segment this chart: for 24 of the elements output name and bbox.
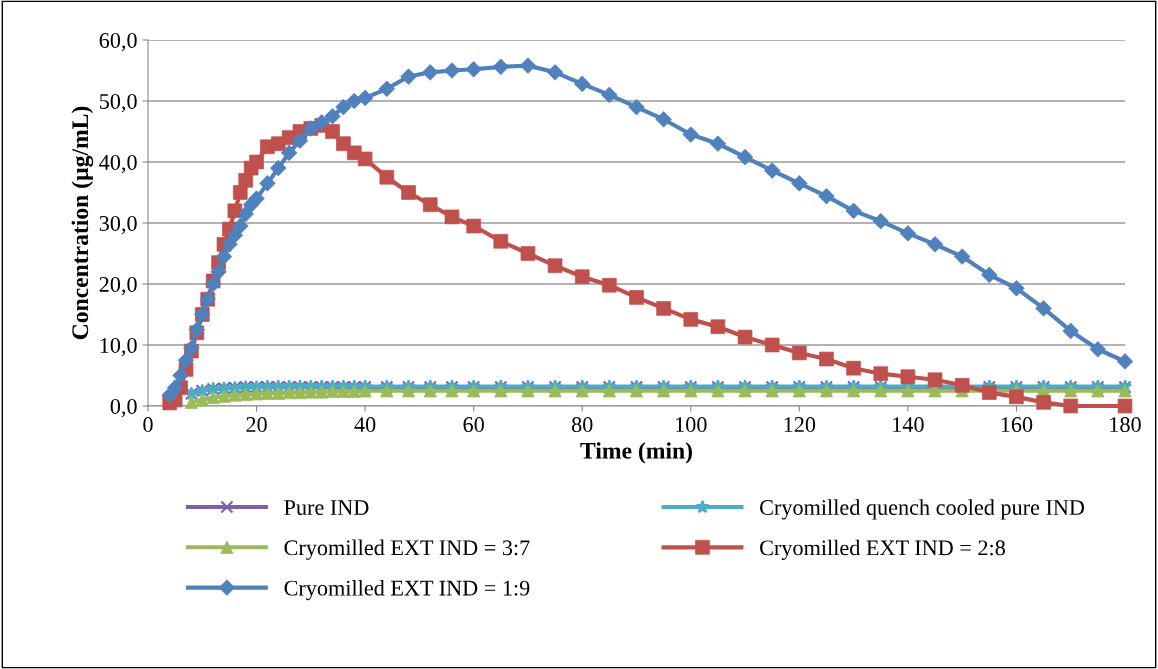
- legend-label: Pure IND: [284, 500, 369, 515]
- x-tick-label: 160: [1001, 417, 1033, 433]
- y-tick-label: 30,0: [99, 215, 137, 235]
- y-tick-label: 0,0: [110, 398, 137, 418]
- legend-label: Cryomilled EXT IND = 1:9: [284, 579, 530, 601]
- x-axis-title: Time (min): [580, 442, 692, 464]
- y-tick-label: 40,0: [99, 154, 137, 174]
- legend-label: Cryomilled EXT IND = 3:7: [284, 539, 530, 560]
- x-tick-label: 180: [1110, 417, 1141, 433]
- legend-label: Cryomilled EXT IND = 2:8: [760, 539, 1005, 560]
- legend-label: Cryomilled quench cooled pure IND: [760, 499, 1085, 520]
- x-tick-label: 120: [784, 417, 816, 433]
- y-tick-label: 10,0: [100, 337, 137, 357]
- x-tick-label: 0: [143, 417, 153, 433]
- x-tick-label: 100: [676, 417, 707, 433]
- x-tick-label: 140: [893, 417, 924, 433]
- y-tick-label: 50,0: [99, 93, 137, 113]
- x-tick-label: 40: [354, 417, 376, 433]
- x-tick-label: 80: [571, 417, 593, 433]
- y-axis-title: Concentration (µg/mL): [71, 106, 94, 340]
- y-tick-label: 60,0: [99, 32, 137, 52]
- x-tick-label: 20: [246, 417, 267, 433]
- x-tick-label: 60: [463, 417, 484, 433]
- y-tick-label: 20,0: [99, 276, 137, 296]
